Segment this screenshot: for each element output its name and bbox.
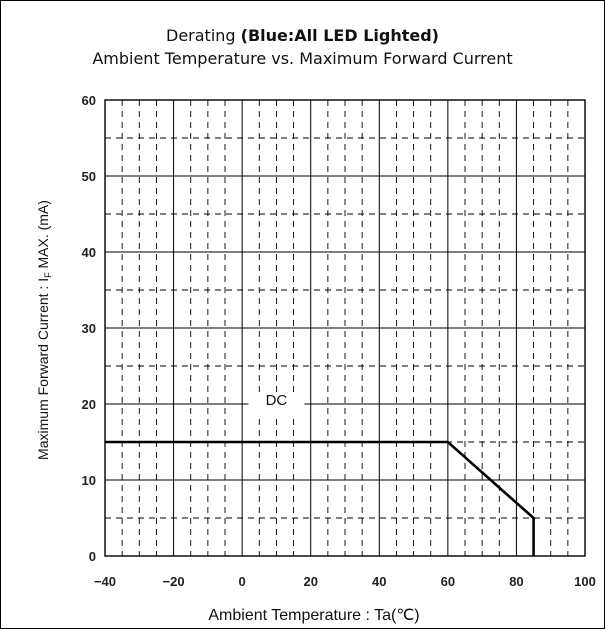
x-tick-label: −20 (163, 574, 185, 589)
y-tick-label: 20 (82, 397, 96, 412)
plot-border (104, 99, 586, 557)
y-axis-label-subscript: F (43, 272, 53, 278)
y-tick-label: 50 (82, 169, 96, 184)
major-grid (105, 100, 585, 556)
x-tick-label: 40 (372, 574, 386, 589)
x-tick-label: 0 (239, 574, 246, 589)
x-tick-label: −40 (94, 574, 116, 589)
y-tick-label: 0 (89, 549, 96, 564)
series (105, 440, 535, 556)
y-tick-label: 30 (82, 321, 96, 336)
y-tick-label: 10 (82, 473, 96, 488)
annotation-dc: DC (266, 392, 288, 409)
chart-title-bold: (Blue:All LED Lighted) (240, 26, 439, 45)
x-tick-label: 20 (303, 574, 317, 589)
chart-title: Derating (Blue:All LED Lighted) (0, 26, 605, 45)
y-axis-label: Maximum Forward Current : IF MAX. (mA) (35, 200, 53, 460)
annotation-background (248, 392, 305, 414)
chart-title-prefix: Derating (166, 26, 241, 45)
y-tick-label: 40 (82, 245, 96, 260)
derating-curve (105, 440, 535, 556)
y-axis-label-suffix: MAX. (mA) (35, 200, 51, 272)
y-tick-labels: 0 10 20 30 40 50 60 (82, 93, 96, 564)
annotations: DC (248, 392, 305, 414)
x-tick-label: 100 (574, 574, 596, 589)
y-axis-label-prefix: Maximum Forward Current : I (35, 278, 51, 460)
y-tick-label: 60 (82, 93, 96, 108)
x-tick-labels: −40 −20 0 20 40 60 80 100 (94, 574, 596, 589)
x-tick-label: 80 (509, 574, 523, 589)
x-axis-label: Ambient Temperature : Ta(℃) (208, 607, 419, 624)
x-tick-label: 60 (441, 574, 455, 589)
chart-subtitle: Ambient Temperature vs. Maximum Forward … (92, 49, 513, 68)
